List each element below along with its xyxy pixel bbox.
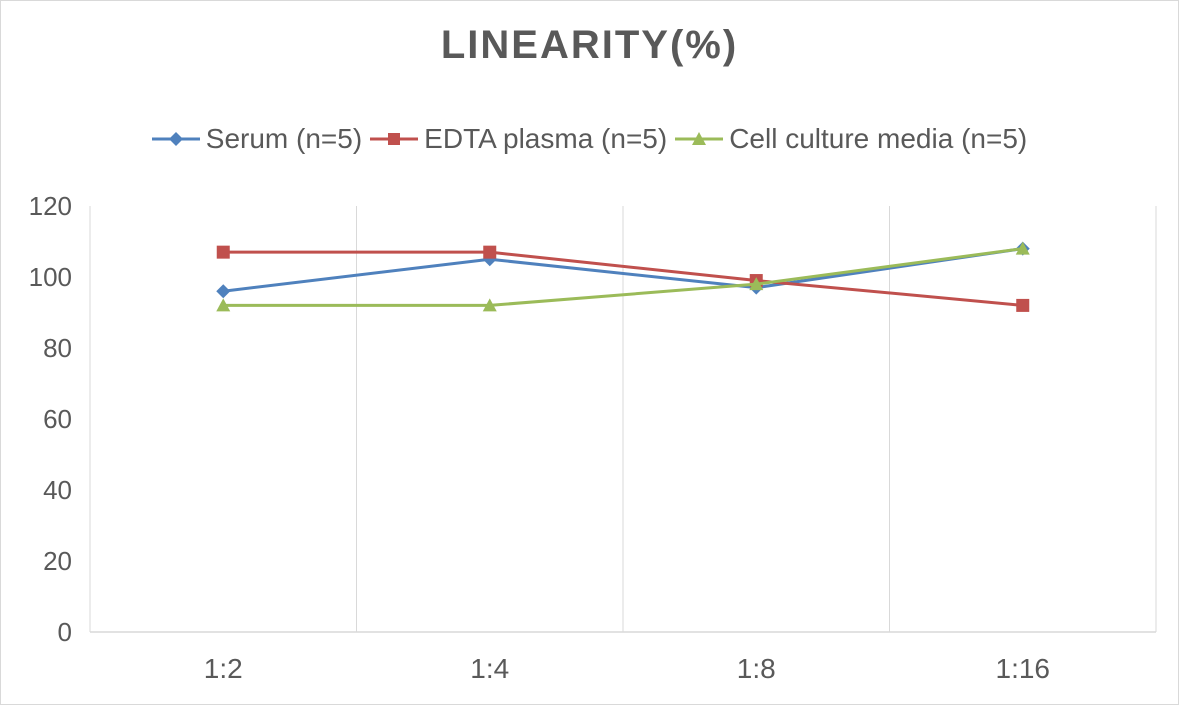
y-tick-label: 40 [43,475,72,505]
legend-swatch-serum [151,132,200,146]
data-point-edta-plasma [483,245,497,259]
x-tick-label: 1:8 [737,653,776,684]
x-tick-label: 1:2 [204,653,243,684]
legend-label-edta-plasma: EDTA plasma (n=5) [424,123,668,154]
y-tick-label: 60 [43,404,72,434]
legend-label-cell-culture-media: Cell culture media (n=5) [729,123,1028,154]
series-line-cell-culture-media [223,247,1023,307]
legend-item-edta-plasma: EDTA plasma (n=5) [370,123,667,155]
data-point-cell-culture-media [1015,241,1030,255]
x-tick-label: 1:4 [470,653,509,684]
data-point-cell-culture-media [749,277,764,291]
y-tick-label: 120 [29,191,72,221]
chart-title: LINEARITY(%) [440,23,739,67]
legend-item-cell-culture-media: Cell culture media (n=5) [675,123,1027,155]
series-line-edta-plasma [223,250,1023,307]
legend-swatch-cell-culture-media [675,132,724,145]
x-tick-label: 1:16 [996,653,1051,684]
legend-label-serum: Serum (n=5) [205,123,363,154]
legend-item-serum: Serum (n=5) [151,123,363,155]
data-point-edta-plasma [216,245,230,259]
y-tick-label: 100 [29,262,72,292]
data-point-serum [216,284,231,299]
data-point-edta-plasma [1016,298,1030,312]
legend: Serum (n=5) EDTA plasma (n=5) Cell cultu… [1,123,1178,155]
y-tick-label: 20 [43,546,72,576]
legend-swatch-edta-plasma [370,133,419,145]
data-point-cell-culture-media [482,298,497,312]
y-tick-label: 80 [43,333,72,363]
series-line-serum [223,247,1023,293]
data-point-cell-culture-media [216,298,231,312]
y-tick-label: 0 [58,617,72,647]
